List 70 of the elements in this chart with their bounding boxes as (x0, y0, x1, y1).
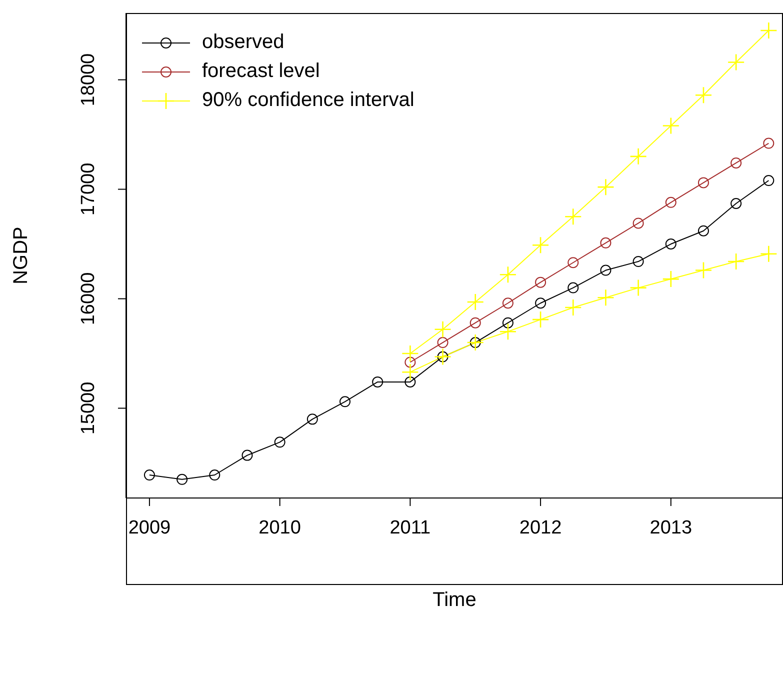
point (694, 86, 712, 104)
legend-label: 90% confidence interval (202, 89, 414, 112)
point (564, 298, 582, 316)
point (209, 470, 220, 481)
point (568, 282, 579, 294)
point (632, 218, 644, 229)
point (340, 396, 350, 408)
point (568, 257, 579, 268)
point (499, 322, 517, 340)
point (727, 252, 745, 270)
point (535, 276, 546, 288)
x-tick-label: 2012 (519, 517, 562, 538)
point (727, 54, 745, 71)
point (597, 289, 614, 306)
point (730, 157, 742, 168)
point (600, 237, 612, 248)
point (466, 334, 484, 352)
point (698, 225, 709, 236)
x-axis-title: Time (432, 589, 476, 611)
point (760, 22, 778, 40)
point (665, 238, 676, 250)
x-tick-label: 2013 (650, 517, 692, 538)
point (372, 376, 384, 388)
y-axis-title: NGDP (10, 226, 32, 284)
point (763, 138, 774, 149)
point (466, 293, 484, 311)
y-tick-label: 16000 (78, 272, 99, 326)
point (532, 310, 550, 328)
point (662, 117, 680, 134)
point (437, 337, 448, 348)
point (144, 470, 155, 481)
y-tick-label: 15000 (78, 382, 99, 435)
point (630, 148, 647, 166)
point (564, 208, 582, 226)
point (665, 196, 676, 208)
point (694, 262, 712, 279)
point (532, 236, 550, 254)
point (242, 450, 253, 461)
point (404, 376, 416, 388)
point (434, 320, 452, 338)
point (760, 245, 778, 263)
point (437, 351, 448, 362)
point (176, 474, 188, 485)
point (404, 356, 416, 368)
point (470, 337, 481, 348)
point (763, 175, 774, 186)
point (698, 177, 709, 188)
point (502, 317, 514, 328)
x-tick-label: 2011 (390, 517, 431, 538)
point (632, 256, 644, 268)
point (535, 298, 546, 309)
point (630, 279, 647, 296)
point (434, 348, 452, 366)
point (662, 270, 680, 288)
point (402, 344, 419, 362)
legend-label: forecast level (202, 60, 320, 83)
point (597, 178, 614, 196)
point (730, 198, 742, 209)
point (274, 436, 286, 448)
y-tick-label: 18000 (78, 53, 99, 106)
point (470, 317, 481, 328)
point (502, 298, 514, 309)
point (306, 414, 318, 425)
x-tick-label: 2010 (258, 517, 301, 538)
x-tick-label: 2009 (128, 517, 171, 538)
point (600, 264, 612, 276)
point (499, 266, 517, 284)
y-tick-label: 17000 (78, 162, 99, 216)
point (402, 363, 419, 381)
legend-label: observed (202, 31, 284, 54)
